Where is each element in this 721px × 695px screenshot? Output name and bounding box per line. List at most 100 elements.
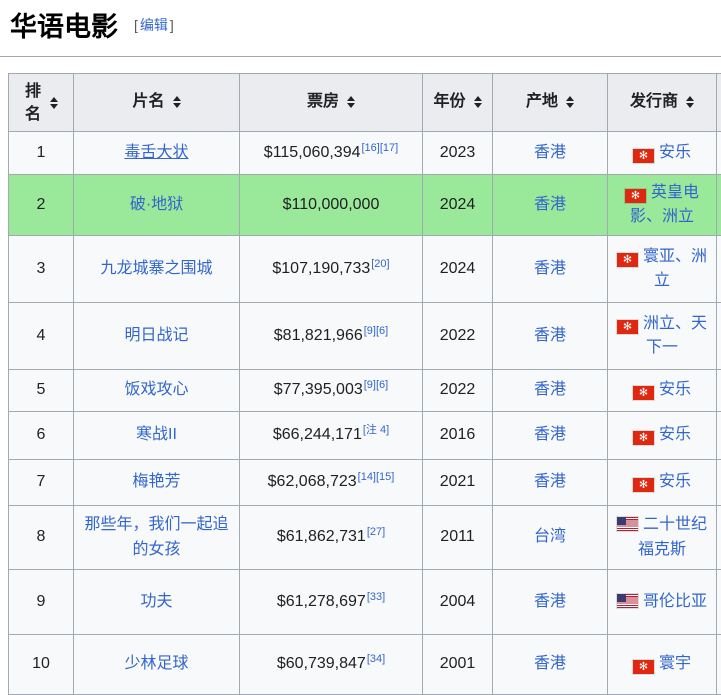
table-row: 9 功夫 $61,278,697[33] 2004 香港 哥伦比亚 <box>9 570 721 635</box>
film-title-link[interactable]: 九龙城寨之围城 <box>100 260 212 277</box>
edit-link[interactable]: 编辑 <box>140 17 168 33</box>
rank-cell: 4 <box>9 303 74 370</box>
year-cell: 2011 <box>423 506 493 570</box>
rank-cell: 1 <box>9 132 74 175</box>
year-cell: 2004 <box>423 570 493 635</box>
year-cell: 2016 <box>423 412 493 460</box>
reference-link[interactable]: [14][15] <box>358 471 395 483</box>
distributor-link[interactable]: 安乐 <box>659 144 691 161</box>
reference-link[interactable]: [9][6] <box>364 379 388 391</box>
table-row: 7 梅艳芳 $62,068,723[14][15] 2021 香港 ✻安乐 <box>9 460 721 506</box>
distributor-link[interactable]: 寰宇 <box>659 655 691 672</box>
clipped-cell <box>717 132 721 175</box>
distributor-link[interactable]: 二十世纪福克斯 <box>638 516 707 558</box>
box-office-value: $107,190,733 <box>272 260 370 277</box>
clipped-cell <box>717 370 721 412</box>
distributor-link[interactable]: 安乐 <box>659 426 691 443</box>
film-title-link[interactable]: 那些年，我们一起追的女孩 <box>84 516 228 558</box>
origin-link[interactable]: 香港 <box>534 260 566 277</box>
column-header-distributor[interactable]: 发行商 <box>608 74 717 132</box>
film-title-link[interactable]: 明日战记 <box>124 327 188 344</box>
clipped-cell <box>717 460 721 506</box>
column-header-year[interactable]: 年份 <box>423 74 493 132</box>
origin-cell: 香港 <box>493 132 608 175</box>
origin-link[interactable]: 香港 <box>534 196 566 213</box>
table-row: 5 饭戏攻心 $77,395,003[9][6] 2022 香港 ✻安乐 <box>9 370 721 412</box>
origin-cell: 香港 <box>493 303 608 370</box>
hk-flag-icon: ✻ <box>633 431 654 445</box>
origin-link[interactable]: 香港 <box>534 593 566 610</box>
table-row: 1 毒舌大状 $115,060,394[16][17] 2023 香港 ✻安乐 <box>9 132 721 175</box>
distributor-link[interactable]: 哥伦比亚 <box>643 593 707 610</box>
origin-link[interactable]: 香港 <box>534 655 566 672</box>
reference-link[interactable]: [34] <box>367 653 385 665</box>
origin-link[interactable]: 香港 <box>534 426 566 443</box>
clipped-cell <box>717 412 721 460</box>
origin-cell: 香港 <box>493 412 608 460</box>
reference-link[interactable]: [27] <box>367 526 385 538</box>
column-header-label: 年份 <box>433 93 465 110</box>
box-office-cell: $77,395,003[9][6] <box>240 370 423 412</box>
rank-cell: 2 <box>9 175 74 236</box>
column-header-boxoffice[interactable]: 票房 <box>240 74 423 132</box>
distributor-link[interactable]: 洲立、天下一 <box>643 315 707 357</box>
rank-cell: 9 <box>9 570 74 635</box>
box-office-cell: $81,821,966[9][6] <box>240 303 423 370</box>
film-title-link[interactable]: 饭戏攻心 <box>124 381 188 398</box>
film-title-cell: 寒战II <box>74 412 240 460</box>
film-title-link[interactable]: 少林足球 <box>124 655 188 672</box>
origin-link[interactable]: 香港 <box>534 327 566 344</box>
table-row: 4 明日战记 $81,821,966[9][6] 2022 香港 ✻洲立、天下一 <box>9 303 721 370</box>
edit-bracket-close: ] <box>170 17 174 33</box>
column-header-origin[interactable]: 产地 <box>493 74 608 132</box>
origin-link[interactable]: 香港 <box>534 473 566 490</box>
film-title-link[interactable]: 毒舌大状 <box>124 144 188 161</box>
box-office-cell: $62,068,723[14][15] <box>240 460 423 506</box>
origin-cell: 香港 <box>493 370 608 412</box>
box-office-value: $77,395,003 <box>274 381 363 398</box>
origin-cell: 台湾 <box>493 506 608 570</box>
column-header-label: 片名 <box>132 93 164 110</box>
film-title-cell: 毒舌大状 <box>74 132 240 175</box>
distributor-cell: ✻ 安乐 <box>608 460 717 506</box>
header-row: 排名 片名 票房 年份 产地 发行商 <box>9 74 721 132</box>
hk-flag-icon: ✻ <box>633 660 654 674</box>
distributor-link[interactable]: 安乐 <box>659 381 691 398</box>
origin-link[interactable]: 香港 <box>534 381 566 398</box>
page-title: 华语电影 <box>10 12 118 42</box>
table-body: 1 毒舌大状 $115,060,394[16][17] 2023 香港 ✻安乐 … <box>9 132 721 695</box>
sort-icon <box>474 96 482 108</box>
film-title-link[interactable]: 功夫 <box>140 593 172 610</box>
distributor-link[interactable]: 寰亚、洲立 <box>643 248 707 290</box>
clipped-cell <box>717 570 721 635</box>
hk-flag-icon: ✻ <box>633 149 654 163</box>
origin-cell: 香港 <box>493 175 608 236</box>
origin-link[interactable]: 香港 <box>534 144 566 161</box>
box-office-value: $60,739,847 <box>277 655 366 672</box>
reference-link[interactable]: [33] <box>367 591 385 603</box>
film-title-link[interactable]: 寒战II <box>136 426 177 443</box>
reference-link[interactable]: [20] <box>371 258 389 270</box>
clipped-cell <box>717 303 721 370</box>
film-title-cell: 破·地狱 <box>74 175 240 236</box>
us-flag-icon <box>617 594 638 608</box>
reference-link[interactable]: [16][17] <box>361 142 398 154</box>
year-cell: 2023 <box>423 132 493 175</box>
film-title-link[interactable]: 破·地狱 <box>130 196 183 213</box>
column-header-rank[interactable]: 排名 <box>9 74 74 132</box>
sort-icon <box>173 96 181 108</box>
edit-section: [编辑] <box>132 17 176 33</box>
box-office-value: $61,862,731 <box>277 528 366 545</box>
film-title-link[interactable]: 梅艳芳 <box>132 473 180 490</box>
origin-link[interactable]: 台湾 <box>534 528 566 545</box>
rank-cell: 6 <box>9 412 74 460</box>
column-header-title[interactable]: 片名 <box>74 74 240 132</box>
distributor-cell: 二十世纪福克斯 <box>608 506 717 570</box>
films-table: 排名 片名 票房 年份 产地 发行商 1 <box>8 73 721 695</box>
distributor-link[interactable]: 安乐 <box>659 473 691 490</box>
reference-link[interactable]: [注 4] <box>363 424 389 436</box>
year-cell: 2024 <box>423 236 493 303</box>
reference-link[interactable]: [9][6] <box>364 325 388 337</box>
clipped-column-header <box>717 74 721 132</box>
hk-flag-icon: ✻ <box>633 478 654 492</box>
